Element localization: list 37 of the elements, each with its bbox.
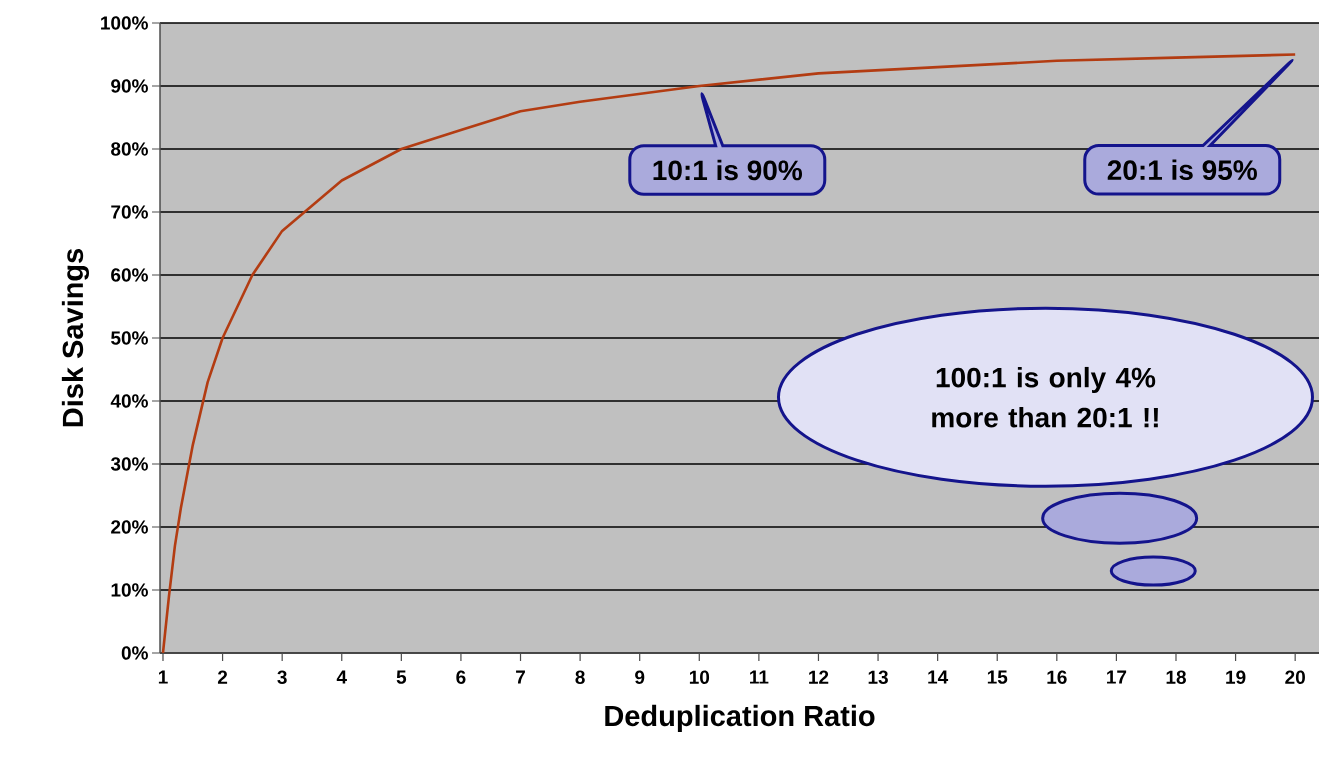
line-series [161, 53, 1297, 655]
x-tick-label: 10 [689, 670, 710, 684]
x-tick-label: 8 [575, 670, 585, 684]
y-tick-label: 60% [111, 268, 148, 282]
y-tick-label: 0% [121, 646, 148, 660]
y-tick-label: 10% [111, 583, 148, 597]
x-tick-label: 1 [158, 670, 168, 684]
x-tick-label: 2 [217, 670, 228, 684]
annotation: 100:1 is only 4% more than 20:1 !! [932, 366, 1158, 428]
x-axis-title: Deduplication Ratio [605, 704, 875, 732]
y-tick-label: 20% [111, 520, 148, 534]
x-tick-label: 14 [928, 670, 949, 684]
x-tick-label: 13 [868, 670, 888, 685]
y-tick-label: 40% [110, 394, 148, 408]
x-tick-label: 17 [1107, 670, 1127, 684]
x-tick-label: 18 [1166, 670, 1186, 684]
y-tick-label: 70% [111, 205, 148, 219]
x-tick-label: 11 [750, 670, 769, 684]
y-tick-label: 50% [111, 331, 148, 345]
y-tick-label: 100% [101, 16, 148, 30]
x-tick-label: 4 [336, 670, 347, 684]
annotation: 10:1 is 90% [653, 159, 802, 181]
y-axis-title: Disk Savings [61, 248, 90, 427]
annotation: 20:1 is 95% [1107, 159, 1257, 181]
x-tick-label: 3 [277, 670, 287, 685]
x-tick-label: 5 [396, 670, 407, 684]
x-tick-label: 19 [1226, 670, 1246, 684]
x-tick-label: 16 [1047, 670, 1067, 684]
x-tick-label: 20 [1285, 670, 1305, 684]
x-tick-label: 6 [456, 670, 466, 684]
y-tick-label: 90% [111, 79, 148, 93]
y-tick-label: 80% [111, 142, 148, 156]
x-tick-label: 7 [516, 670, 525, 684]
x-tick-label: 9 [635, 670, 645, 684]
x-tick-label: 12 [809, 670, 829, 684]
x-tick-label: 15 [987, 670, 1008, 684]
y-tick-label: 30% [110, 457, 148, 471]
